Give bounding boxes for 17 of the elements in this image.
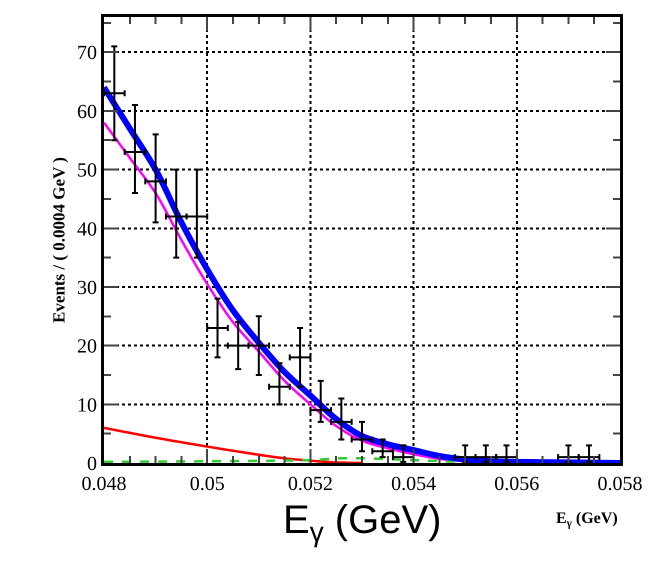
x-axis-title: E$_{γ}$ (GeV) [556,510,618,530]
y-tick-label: 10 [77,394,97,416]
x-tick-label: 0.056 [494,473,540,495]
x-tick-label: 0.058 [598,473,642,495]
y-tick-label: 30 [77,276,97,299]
x-tick-label: 0.052 [288,473,333,495]
y-tick-label: 60 [77,100,97,123]
y-axis-title: Events / ( 0.0004 GeV ) [50,157,69,323]
text: E$_{γ}$ (GeV) [283,498,442,548]
y-tick-label: 20 [77,336,97,358]
x-tick-label: 0.054 [391,473,436,495]
y-tick-label: 50 [77,160,97,182]
y-tick-label: 0 [87,453,97,475]
x-tick-label: 0.05 [190,473,225,495]
y-tick-label: 70 [77,42,97,64]
x-tick-label: 0.048 [82,473,126,495]
y-tick-label: 40 [77,218,97,240]
